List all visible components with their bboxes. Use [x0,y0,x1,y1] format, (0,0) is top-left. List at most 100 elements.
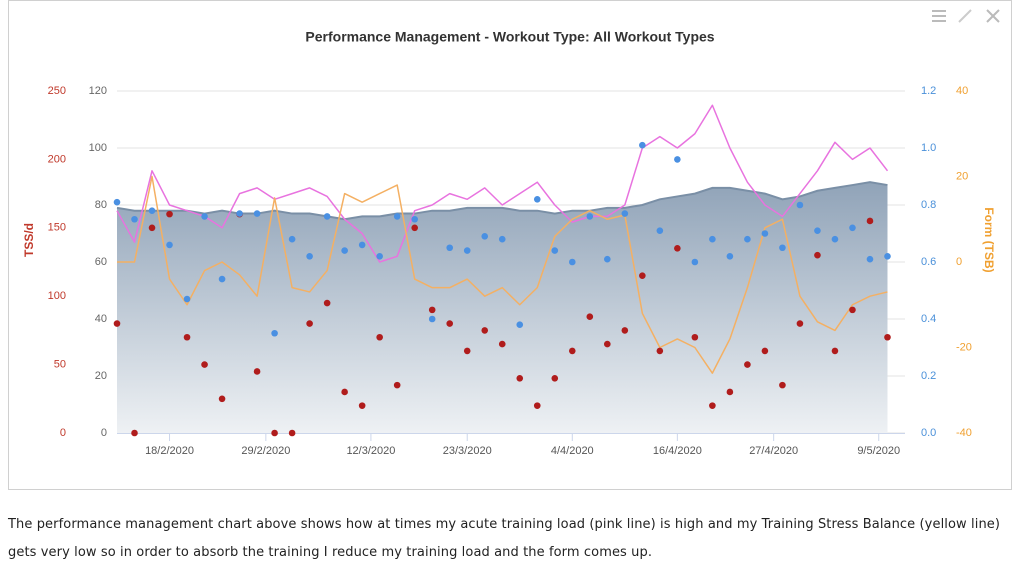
series-line [116,104,889,263]
series-dot [796,320,804,327]
series-dot [131,429,138,437]
series-dot [446,244,454,252]
series-dot [113,320,121,327]
y3-tick-label: 100 [48,290,66,302]
y4-tick-label: 0.6 [921,256,936,268]
series-dot [481,327,489,334]
y3-tick-label: 250 [48,85,66,97]
y-tick-label: 60 [95,256,107,268]
y4-tick-label: 1.0 [921,142,936,154]
series-dot [218,395,226,403]
series-dot [709,402,716,409]
expand-icon[interactable] [958,9,972,23]
x-tick-label: 9/5/2020 [857,445,900,457]
y2-tick-label: 20 [956,170,968,182]
series-dot [604,255,611,263]
series-dot [516,321,524,329]
series-dot [148,224,156,232]
series-dot [358,402,366,409]
series-dot [183,333,191,341]
y4-tick-label: 0.4 [921,313,936,325]
series-dot [691,258,699,266]
y-tick-label: 40 [95,313,107,325]
series-dot [271,329,278,337]
y4-tick-label: 0.0 [921,427,936,439]
series-dot [796,201,804,209]
series-dot [779,244,786,252]
series-dot [306,252,313,260]
y3-axis-title: TSS/d [22,223,36,257]
series-dot [323,299,331,307]
series-dot [674,156,681,163]
series-dot [604,340,611,348]
series-dot [779,381,786,389]
series-dot [726,252,734,260]
series-dot [218,275,226,283]
y3-tick-label: 50 [54,359,66,371]
x-tick-label: 12/3/2020 [346,445,395,457]
series-dot [744,361,751,368]
series-dot [814,251,821,259]
series-dot [533,402,541,409]
series-dot [586,213,594,220]
y-tick-label: 100 [89,142,107,154]
series-dot [498,340,506,348]
series-dot [516,374,524,382]
y3-tick-label: 0 [60,427,66,439]
series-dot [761,230,769,237]
series-dot [866,255,874,263]
series-dot [306,320,313,327]
series-dot [358,241,366,249]
series-dot [376,333,383,341]
series-dot [148,207,156,214]
y-tick-label: 20 [95,370,107,382]
menu-icon[interactable] [932,10,946,22]
series-dot [253,368,261,375]
series-dot [639,272,646,279]
series-dot [884,252,891,260]
series-dot [183,295,191,303]
x-tick-label: 27/4/2020 [749,445,798,457]
series-dot [726,388,734,396]
series-dot [113,198,121,206]
series-dot [131,215,138,223]
series-dot [428,306,436,314]
y2-tick-label: 40 [956,85,968,97]
series-line [117,175,888,374]
series-dot [884,333,891,341]
series-dot [586,313,594,321]
series-dot [253,210,261,217]
y-tick-label: 120 [89,85,107,97]
series-dot [463,247,471,254]
series-dot [814,227,821,234]
series-dot [533,196,541,203]
series-dot [621,210,629,217]
series-dot [323,213,331,220]
series-dot [639,141,646,149]
series-dot [551,374,559,382]
series-dot [201,213,208,220]
chart: Performance Management - Workout Type: A… [8,0,1012,490]
close-icon[interactable] [986,9,1000,23]
fitness-line [116,181,888,221]
series-dot [831,235,839,243]
series-dot [498,235,506,243]
series-dot [831,347,839,355]
series-dot [201,361,208,368]
series-dot [674,245,681,252]
series-dot [463,347,471,355]
series-dot [341,388,348,396]
series-dot [849,306,856,314]
x-tick-label: 29/2/2020 [241,445,290,457]
series-dot [376,252,383,260]
x-tick-label: 4/4/2020 [551,445,594,457]
series-dot [411,215,418,223]
series-dot [428,315,436,323]
y2-tick-label: 0 [956,256,962,268]
series-dot [411,224,418,232]
series-dot [166,241,173,249]
y4-tick-label: 0.8 [921,199,936,211]
y4-tick-label: 0.2 [921,370,936,382]
series-dot [166,210,173,218]
